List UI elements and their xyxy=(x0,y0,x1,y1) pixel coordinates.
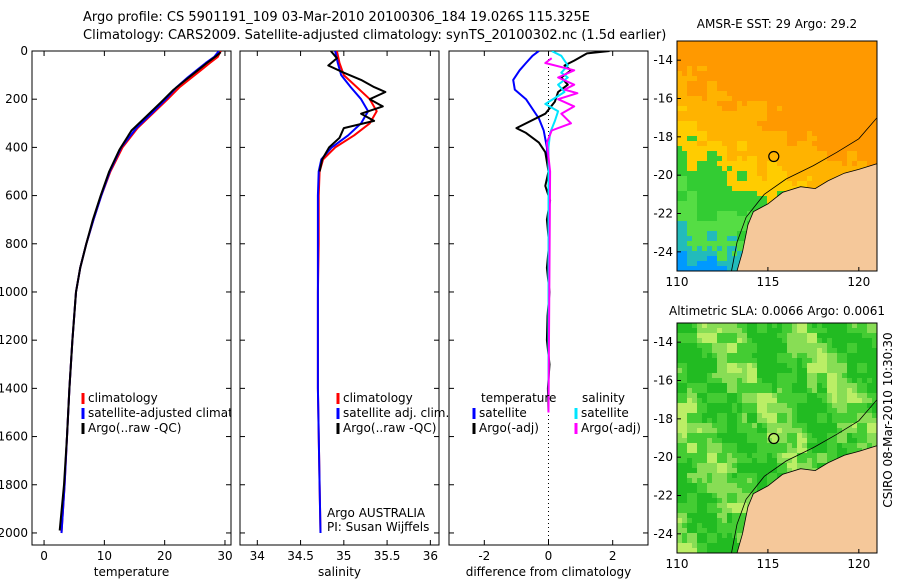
x-tick-label: 35 xyxy=(336,549,351,563)
figure-title-line-1: Argo profile: CS 5901191_109 03-Mar-2010… xyxy=(83,10,591,25)
x-tick-label: 2 xyxy=(609,549,617,563)
x-tick-label: 30 xyxy=(217,549,232,563)
legend-label: satellite xyxy=(479,406,527,420)
argo-position-marker xyxy=(768,150,780,163)
series-line-argo-raw-qc xyxy=(58,51,222,531)
series-line-salinity-argo-adj xyxy=(544,57,579,413)
x-tick-label: 115 xyxy=(756,557,779,571)
figure-title-line-2: Climatology: CARS2009. Satellite-adjuste… xyxy=(83,28,667,43)
y-tick-label: -20 xyxy=(653,168,673,182)
y-tick-label: 600 xyxy=(5,189,28,203)
land-mass xyxy=(677,445,877,553)
legend-label: climatology xyxy=(88,391,158,405)
y-tick-label: -18 xyxy=(653,412,673,426)
y-tick-label: -22 xyxy=(653,489,673,503)
x-tick-label: 34 xyxy=(250,549,265,563)
y-tick-label: -24 xyxy=(653,527,673,541)
temperature-profile-xlabel: temperature xyxy=(94,565,169,579)
sla-map-frame xyxy=(676,322,878,554)
difference-panel: -2 0 2 difference from climatology temperatu… xyxy=(448,50,649,579)
x-tick-label: 10 xyxy=(97,549,112,563)
salinity-annotation-line: Argo AUSTRALIA xyxy=(327,506,426,520)
x-tick-label: 35.5 xyxy=(374,549,401,563)
legend-label: satellite adj. clim. xyxy=(343,406,449,420)
y-tick-label: -18 xyxy=(653,130,673,144)
legend-label: Argo(..raw -QC) xyxy=(343,421,436,435)
legend-label: Argo(-adj) xyxy=(479,421,539,435)
x-tick-label: 34.5 xyxy=(287,549,314,563)
y-tick-label: 1400 xyxy=(0,381,28,395)
x-tick-label: 115 xyxy=(756,275,779,289)
series-line-argo-raw-qc xyxy=(318,51,387,172)
x-tick-label: 120 xyxy=(847,557,870,571)
salinity-panel: 34 34.5 35 35.5 36 salinity climatologysatelli… xyxy=(239,50,449,579)
salinity-profile-frame xyxy=(239,50,440,546)
x-tick-label: 0 xyxy=(40,549,48,563)
salinity-profile-xlabel: salinity xyxy=(318,565,361,579)
argo-position-marker xyxy=(768,432,780,445)
side-label: CSIRO 08-Mar-2010 10:30:30 xyxy=(881,332,895,507)
y-tick-label: -22 xyxy=(653,207,673,221)
sst-map: 110 115 120 -14 -16 -18 -20 -22 -24 xyxy=(653,40,878,289)
legend-label: satellite xyxy=(581,406,629,420)
y-tick-label: 1600 xyxy=(0,430,28,444)
legend-label: climatology xyxy=(343,391,413,405)
legend-label: satellite-adjusted climatology xyxy=(88,406,266,420)
legend-title-temperature: temperature xyxy=(481,391,556,405)
y-tick-label: -24 xyxy=(653,245,673,259)
y-tick-label: -16 xyxy=(653,374,673,388)
land-mass xyxy=(677,163,877,271)
y-tick-label: 200 xyxy=(5,92,28,106)
y-tick-label: -14 xyxy=(653,53,673,67)
x-tick-label: 110 xyxy=(666,275,689,289)
y-tick-label: -14 xyxy=(653,335,673,349)
difference-profile-xlabel: difference from climatology xyxy=(466,565,632,579)
sst-map-title: AMSR-E SST: 29 Argo: 29.2 xyxy=(697,17,857,31)
shelf-contour xyxy=(731,399,877,553)
y-tick-label: 1800 xyxy=(0,478,28,492)
temperature-profile-frame xyxy=(31,50,232,546)
sst-map-frame xyxy=(676,40,878,272)
series-line-satellite-adj-clim xyxy=(316,51,370,534)
sla-map-title: Altimetric SLA: 0.0066 Argo: 0.0061 xyxy=(669,304,885,318)
sla-map: 110 115 120 -14 -16 -18 -20 -22 -24 xyxy=(653,322,878,571)
legend-label: Argo(-adj) xyxy=(581,421,641,435)
x-tick-label: -2 xyxy=(478,549,490,563)
salinity-annotation-line: PI: Susan Wijffels xyxy=(327,520,429,534)
shelf-contour xyxy=(731,117,877,271)
legend-title-salinity: salinity xyxy=(582,391,625,405)
legend-label: Argo(..raw -QC) xyxy=(88,421,181,435)
x-tick-label: 36 xyxy=(423,549,438,563)
y-tick-label: 2000 xyxy=(0,526,28,540)
y-tick-label: -20 xyxy=(653,450,673,464)
y-tick-label: 400 xyxy=(5,140,28,154)
y-tick-label: 0 xyxy=(20,44,28,58)
x-tick-label: 120 xyxy=(847,275,870,289)
temperature-panel: 0 10 20 30 0 200 400 600 800 1000 1200 1400 1600 1800… xyxy=(0,44,266,579)
y-tick-label: 1200 xyxy=(0,333,28,347)
y-tick-label: 800 xyxy=(5,237,28,251)
y-tick-label: 1000 xyxy=(0,285,28,299)
x-tick-label: 110 xyxy=(666,557,689,571)
y-tick-label: -16 xyxy=(653,92,673,106)
x-tick-label: 0 xyxy=(545,549,553,563)
x-tick-label: 20 xyxy=(157,549,172,563)
